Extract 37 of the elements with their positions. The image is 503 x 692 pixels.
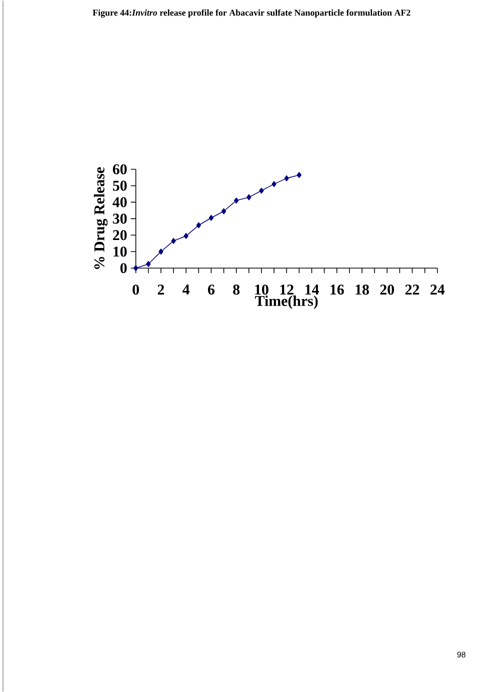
x-axis-title: Time(hrs) bbox=[254, 296, 318, 310]
y-tick-label: 50 bbox=[112, 180, 127, 191]
x-tick-label: 14 bbox=[305, 284, 319, 294]
point bbox=[208, 214, 214, 221]
point bbox=[272, 181, 276, 188]
point bbox=[133, 265, 138, 272]
point bbox=[296, 172, 302, 178]
chart-title: Figure 44:Invitro release profile for Abacavir sulfate Nanoparticle formulation AF2 bbox=[92, 9, 410, 18]
y-tick-label: 40 bbox=[112, 197, 127, 208]
point bbox=[221, 208, 226, 214]
point bbox=[234, 198, 239, 204]
y-tick-label: 0 bbox=[120, 263, 127, 274]
y-tick-label: 30 bbox=[112, 214, 127, 224]
point bbox=[158, 248, 164, 255]
x-tick-label: 8 bbox=[232, 284, 240, 295]
x-tick-label: 24 bbox=[430, 284, 444, 294]
point bbox=[171, 238, 176, 244]
point bbox=[184, 232, 188, 239]
y-axis-title: % Drug Release bbox=[94, 167, 108, 269]
y-tick-label: 20 bbox=[112, 230, 127, 240]
x-tick-label: 16 bbox=[330, 284, 344, 295]
point bbox=[146, 260, 151, 267]
point bbox=[246, 194, 252, 200]
x-tick-label: 4 bbox=[182, 284, 190, 294]
y-tick-label: 60 bbox=[112, 164, 127, 174]
point bbox=[284, 175, 289, 182]
point bbox=[258, 188, 264, 194]
x-tick-label: 20 bbox=[380, 284, 394, 295]
x-tick-label: 6 bbox=[208, 284, 214, 295]
x-tick-label: 12 bbox=[280, 284, 294, 294]
x-tick-label: 0 bbox=[132, 284, 139, 295]
x-tick-label: 2 bbox=[158, 284, 164, 294]
point bbox=[196, 222, 201, 228]
y-tick-label: 10 bbox=[113, 246, 127, 257]
x-tick-label: 18 bbox=[356, 284, 369, 295]
x-tick-label: 22 bbox=[405, 284, 419, 294]
x-tick-label: 10 bbox=[255, 284, 268, 295]
